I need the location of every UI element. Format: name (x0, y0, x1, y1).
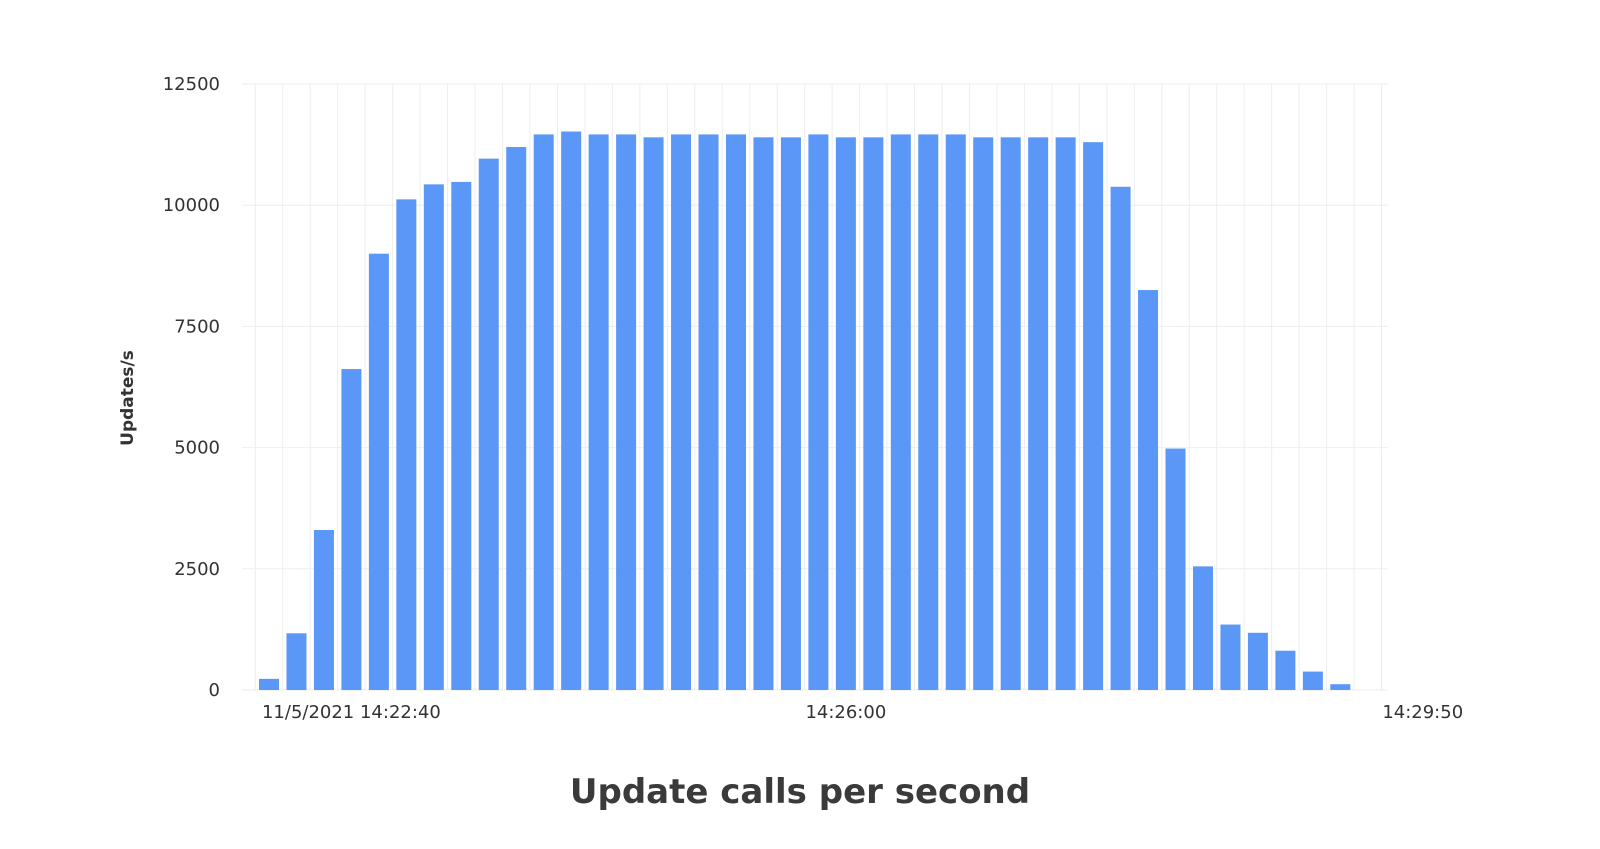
bar (368, 253, 389, 690)
y-tick-label: 5000 (174, 438, 220, 459)
bar (286, 633, 307, 690)
bar (835, 137, 856, 690)
y-tick-label: 12500 (163, 74, 220, 95)
bar (725, 134, 746, 691)
bar (506, 147, 527, 691)
bar (753, 137, 774, 690)
bar (451, 181, 472, 690)
bar (918, 134, 939, 691)
bar (396, 199, 417, 691)
grid-lines (242, 83, 1388, 691)
x-tick-label: 14:26:00 (805, 702, 886, 723)
x-tick-label: 14:29:50 (1382, 702, 1463, 723)
bar (1000, 137, 1021, 690)
y-tick-label: 0 (209, 680, 220, 701)
bar (780, 137, 801, 690)
bar (945, 134, 966, 691)
chart-caption: Update calls per second (569, 772, 1031, 812)
bar (973, 137, 994, 690)
bar (643, 137, 664, 690)
bar (341, 369, 362, 690)
bar (1275, 650, 1296, 690)
x-tick-label: 11/5/2021 14:22:40 (262, 702, 441, 723)
bar (533, 134, 554, 691)
bar (1302, 671, 1323, 690)
bar (423, 184, 444, 690)
bar (1028, 137, 1049, 690)
bar (671, 134, 692, 691)
bar (1220, 624, 1241, 690)
bar (1110, 186, 1131, 691)
y-axis-ticks: 0 2500 5000 7500 10000 12500 (163, 74, 220, 701)
bar (1138, 290, 1159, 690)
bar (588, 134, 609, 691)
bar (698, 134, 719, 691)
bar (1330, 684, 1351, 690)
bar (561, 131, 582, 691)
bar (259, 678, 279, 690)
bar (1165, 448, 1186, 690)
y-tick-label: 7500 (174, 316, 220, 337)
y-tick-label: 10000 (163, 195, 220, 216)
bar (1055, 137, 1076, 690)
x-axis-ticks: 11/5/2021 14:22:40 14:26:00 14:29:50 (262, 702, 1463, 723)
bar (478, 158, 499, 691)
bars (259, 131, 1351, 691)
y-axis-label: Updates/s (118, 350, 138, 446)
bar (616, 134, 637, 691)
bar (1247, 632, 1268, 690)
bar (1192, 566, 1213, 690)
bar (808, 134, 829, 691)
bar (890, 134, 911, 691)
bar (313, 530, 334, 690)
bar (1083, 142, 1104, 690)
bar (863, 137, 884, 690)
y-tick-label: 2500 (174, 559, 220, 580)
